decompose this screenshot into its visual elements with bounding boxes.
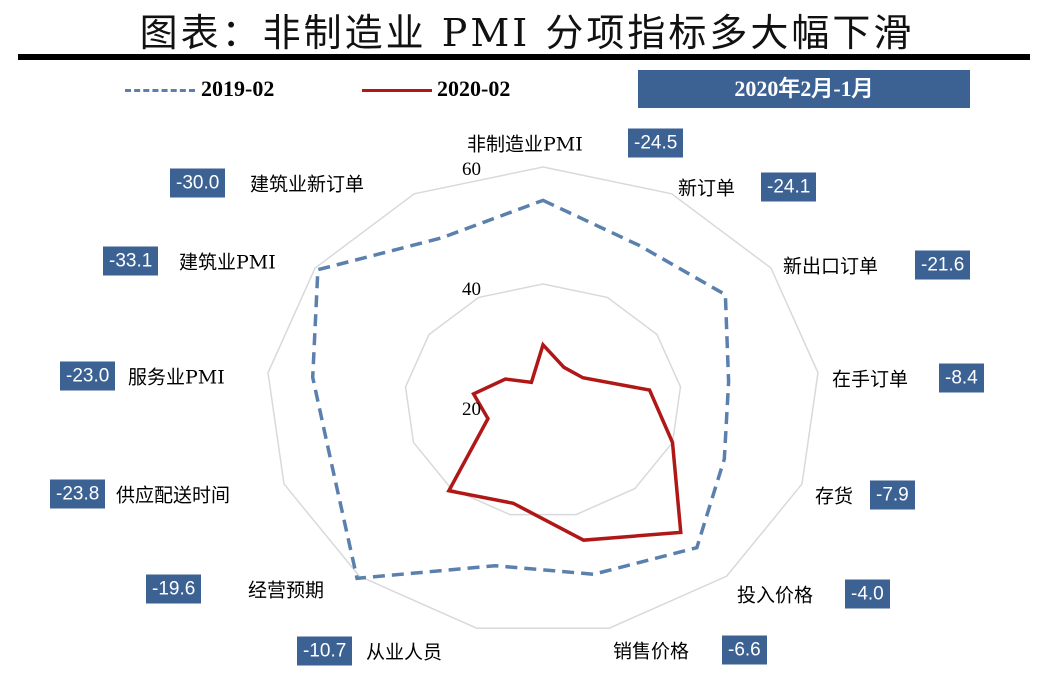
change-value-box: -23.8 (50, 479, 106, 509)
series-line-2020-02 (446, 341, 683, 542)
category-label: 经营预期 (248, 579, 325, 602)
change-value-box: -33.1 (103, 246, 159, 276)
series-line-2019-02 (310, 198, 731, 581)
change-value-box: -7.9 (870, 480, 915, 510)
change-value-box: -4.0 (845, 579, 890, 609)
grid-ring-60 (267, 166, 819, 629)
r-tick-label: 60 (462, 159, 481, 180)
change-value-box: -6.6 (722, 635, 767, 665)
legend-label-2020-02: 2020-02 (437, 76, 511, 101)
category-label: 非制造业PMI (467, 133, 583, 156)
period-label-box: 2020年2月-1月 (638, 70, 970, 108)
category-label: 在手订单 (832, 368, 909, 391)
legend-swatch-2019-02 (125, 89, 195, 92)
category-label: 销售价格 (613, 640, 690, 663)
r-tick-label: 20 (462, 399, 481, 420)
category-label: 投入价格 (737, 584, 814, 607)
legend-label-2019-02: 2019-02 (201, 76, 275, 101)
change-value-box: -24.1 (761, 172, 817, 202)
change-value-box: -8.4 (939, 363, 984, 393)
grid-ring-40 (404, 283, 682, 516)
change-value-box: -19.6 (146, 574, 202, 604)
title-divider (18, 54, 1030, 60)
change-value-box: -30.0 (170, 168, 226, 198)
category-label: 供应配送时间 (116, 484, 231, 507)
category-label: 存货 (815, 485, 854, 508)
r-tick-label: 40 (462, 279, 481, 300)
category-label: 新订单 (678, 177, 736, 200)
chart-title: 图表：非制造业 PMI 分项指标多大幅下滑 (139, 11, 915, 55)
category-label: 建筑业新订单 (250, 173, 365, 196)
legend-swatch-2020-02 (362, 89, 432, 92)
category-label: 新出口订单 (783, 255, 879, 278)
category-label: 服务业PMI (128, 366, 225, 389)
change-value-box: -24.5 (628, 128, 684, 158)
change-value-box: -21.6 (915, 250, 971, 280)
change-value-box: -23.0 (60, 361, 116, 391)
category-label: 从业人员 (366, 641, 443, 664)
change-value-box: -10.7 (297, 636, 353, 666)
category-label: 建筑业PMI (179, 251, 276, 274)
